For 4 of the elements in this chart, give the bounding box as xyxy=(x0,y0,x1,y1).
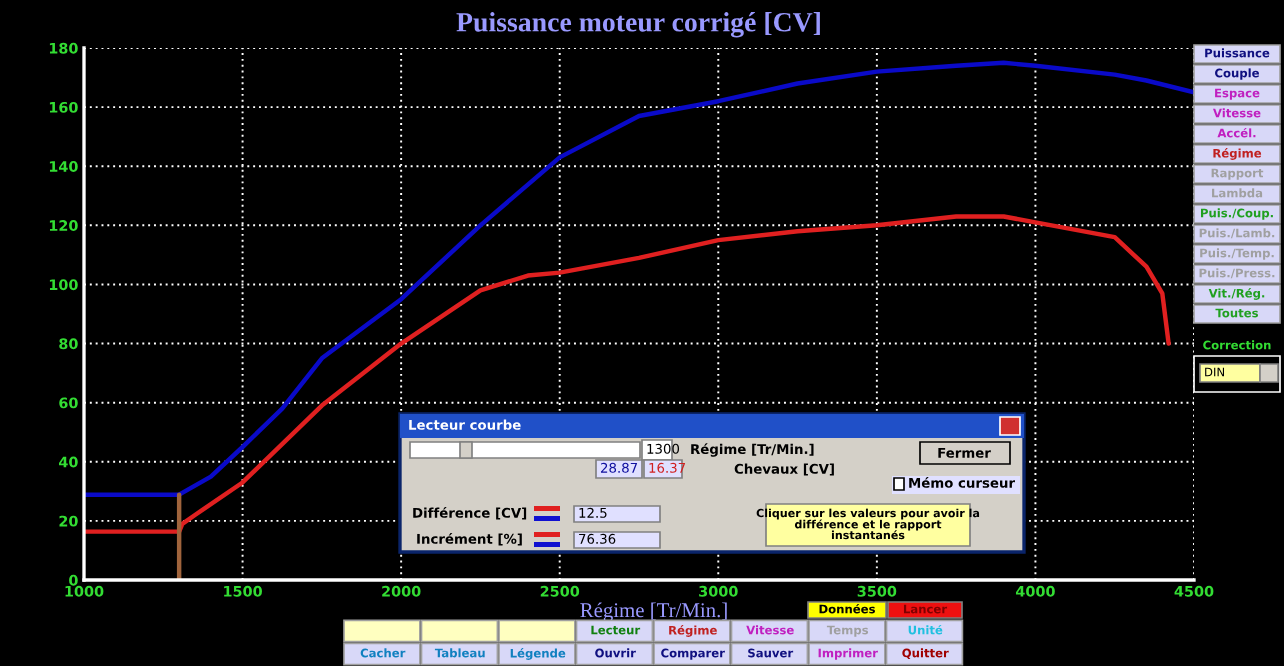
line-series xyxy=(84,214,1171,534)
chart-title: Puissance moteur corrigé [CV] xyxy=(456,12,820,38)
line-series xyxy=(84,60,1194,497)
x-axis-title: Régime [Tr/Min.] xyxy=(580,602,727,622)
